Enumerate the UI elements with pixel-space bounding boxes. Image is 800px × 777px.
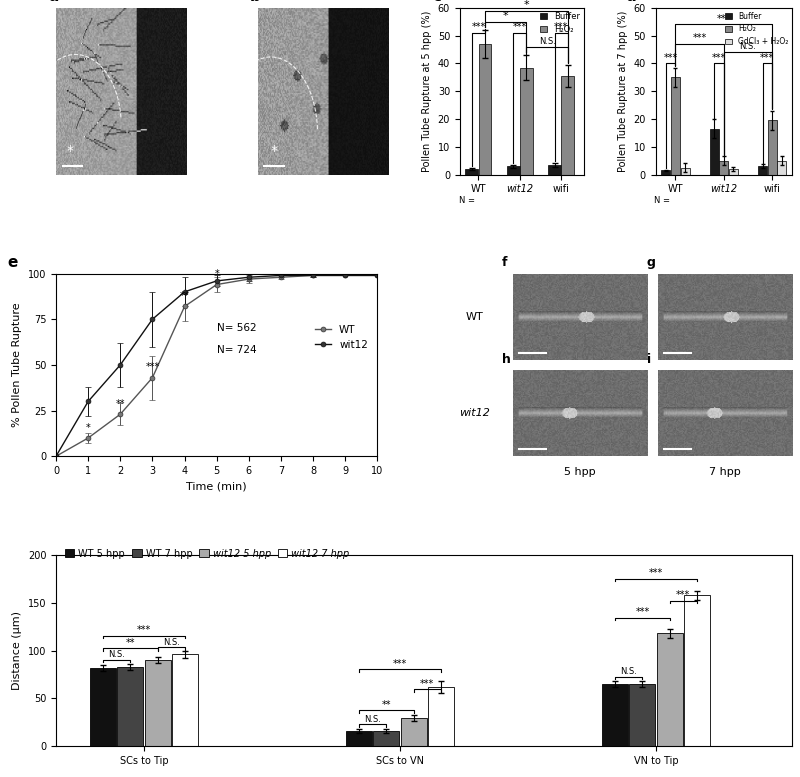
- Text: ***: ***: [554, 22, 568, 32]
- Text: 7 hpp: 7 hpp: [709, 467, 741, 476]
- Bar: [710, 129, 718, 175]
- Bar: [548, 165, 561, 175]
- Text: *: *: [214, 270, 219, 279]
- Bar: [520, 68, 533, 175]
- Text: N.S.: N.S.: [538, 37, 555, 46]
- Text: N.S.: N.S.: [739, 43, 757, 51]
- Text: 5 hpp: 5 hpp: [564, 467, 595, 476]
- Bar: [630, 684, 655, 746]
- Text: ***: ***: [649, 568, 663, 578]
- Legend: WT, wit12: WT, wit12: [311, 321, 372, 354]
- Text: N.S.: N.S.: [620, 667, 638, 676]
- Text: *: *: [271, 144, 278, 158]
- Bar: [729, 169, 738, 175]
- Text: *: *: [66, 144, 74, 158]
- Bar: [118, 667, 143, 746]
- Text: c: c: [433, 0, 442, 5]
- Text: ***: ***: [393, 659, 407, 669]
- Bar: [478, 44, 491, 175]
- Bar: [466, 169, 478, 175]
- Text: N =: N =: [654, 197, 670, 205]
- Text: N= 562: N= 562: [217, 323, 256, 333]
- Text: h: h: [502, 353, 510, 366]
- Text: N= 724: N= 724: [217, 345, 256, 355]
- Text: **: **: [180, 291, 190, 301]
- Text: ***: ***: [663, 53, 678, 62]
- Text: *: *: [86, 423, 90, 433]
- Text: N.S.: N.S.: [364, 715, 382, 724]
- Text: ***: ***: [717, 14, 731, 23]
- Text: ***: ***: [635, 608, 650, 617]
- Text: ***: ***: [712, 53, 726, 62]
- Text: ***: ***: [420, 679, 434, 688]
- Text: ***: ***: [693, 33, 706, 43]
- Text: N.S.: N.S.: [108, 650, 126, 659]
- Text: a: a: [48, 0, 58, 5]
- Bar: [657, 633, 682, 746]
- Text: ***: ***: [676, 590, 690, 600]
- Bar: [681, 168, 690, 175]
- Bar: [778, 161, 786, 175]
- Bar: [401, 718, 426, 746]
- Text: wit12: wit12: [459, 408, 490, 418]
- Text: i: i: [647, 353, 651, 366]
- Text: **: **: [382, 700, 391, 709]
- Text: **: **: [115, 399, 125, 409]
- Y-axis label: Pollen Tube Rupture at 7 hpp (%): Pollen Tube Rupture at 7 hpp (%): [618, 10, 628, 172]
- Text: ***: ***: [760, 53, 774, 62]
- Legend: Buffer, H₂O₂, GdCl₃ + H₂O₂: Buffer, H₂O₂, GdCl₃ + H₂O₂: [725, 12, 788, 46]
- Text: *: *: [503, 11, 509, 21]
- Text: WT: WT: [466, 312, 484, 322]
- Bar: [506, 166, 519, 175]
- Bar: [768, 120, 777, 175]
- Text: N.S.: N.S.: [162, 638, 180, 646]
- Bar: [562, 76, 574, 175]
- Bar: [374, 730, 399, 746]
- Y-axis label: Distance (μm): Distance (μm): [12, 611, 22, 690]
- Bar: [758, 166, 767, 175]
- Y-axis label: % Pollen Tube Rupture: % Pollen Tube Rupture: [12, 302, 22, 427]
- Bar: [661, 170, 670, 175]
- Text: b: b: [250, 0, 261, 5]
- Legend: Buffer, H₂O₂: Buffer, H₂O₂: [539, 12, 580, 34]
- Y-axis label: Pollen Tube Rupture at 5 hpp (%): Pollen Tube Rupture at 5 hpp (%): [422, 10, 432, 172]
- Bar: [719, 161, 728, 175]
- Bar: [428, 687, 454, 746]
- Bar: [145, 660, 170, 746]
- Text: ***: ***: [137, 625, 151, 636]
- Text: d: d: [626, 0, 636, 5]
- Bar: [684, 595, 710, 746]
- Bar: [602, 684, 628, 746]
- Text: ***: ***: [513, 22, 527, 32]
- Text: ***: ***: [471, 22, 486, 32]
- Bar: [172, 654, 198, 746]
- Bar: [671, 77, 680, 175]
- Legend: WT 5 hpp, WT 7 hpp, wit12 5 hpp, wit12 7 hpp: WT 5 hpp, WT 7 hpp, wit12 5 hpp, wit12 7…: [61, 545, 354, 563]
- Text: ***: ***: [146, 362, 159, 372]
- Text: N =: N =: [458, 197, 474, 205]
- X-axis label: Time (min): Time (min): [186, 482, 247, 492]
- Text: f: f: [502, 256, 507, 270]
- Bar: [346, 730, 372, 746]
- Text: g: g: [647, 256, 656, 270]
- Text: e: e: [8, 255, 18, 270]
- Bar: [90, 667, 116, 746]
- Text: **: **: [126, 638, 135, 648]
- Text: *: *: [523, 0, 530, 10]
